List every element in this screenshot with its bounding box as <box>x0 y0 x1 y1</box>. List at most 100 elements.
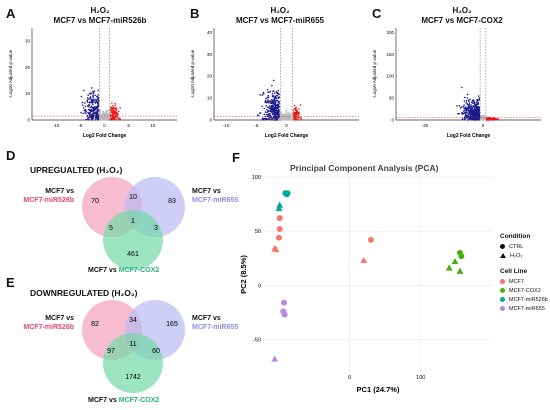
down-point <box>467 114 469 116</box>
down-point <box>87 111 89 114</box>
up-point <box>113 112 116 115</box>
panel-label-e: E <box>6 275 15 290</box>
down-point <box>277 111 279 114</box>
down-point <box>92 109 94 111</box>
y-tick-label: 30 <box>207 52 213 57</box>
triangle-icon <box>500 253 506 258</box>
ns-point <box>484 114 486 117</box>
volcano-a-title: H₂O₂ MCF7 vs MCF7-miR526b <box>20 6 180 26</box>
pca-point-h2o2 <box>360 256 368 264</box>
ns-point <box>280 112 283 114</box>
down-point <box>269 90 272 93</box>
down-point <box>264 111 267 113</box>
pca-legend: Condition CTRL H₂O₂ Cell Line MCF7 MCF7-… <box>500 233 550 313</box>
up-point <box>119 106 121 109</box>
up-point <box>110 110 113 112</box>
ns-point <box>289 119 291 121</box>
down-point <box>278 106 281 108</box>
down-point <box>268 118 270 121</box>
down-point <box>93 115 95 118</box>
venn-up-count-a-only: 70 <box>91 198 99 205</box>
pca-point-ctrl <box>458 253 465 260</box>
down-point <box>476 112 479 114</box>
up-point <box>300 117 303 120</box>
down-point <box>278 96 280 98</box>
down-point <box>259 112 261 114</box>
down-point <box>274 118 276 121</box>
down-point <box>473 110 476 113</box>
volcano-points <box>80 87 121 121</box>
down-point <box>264 118 267 121</box>
down-point <box>90 92 93 94</box>
ns-point <box>281 118 283 120</box>
legend-label-mcf7: MCF7 <box>509 278 524 285</box>
ns-point <box>288 117 291 120</box>
pca-plot-area <box>264 177 492 372</box>
volcano-b-title-line2: MCF7 vs MCF7-miR655 <box>235 16 325 25</box>
down-point <box>269 112 271 115</box>
down-point <box>463 96 466 99</box>
down-point <box>473 102 476 105</box>
down-point <box>96 109 99 111</box>
venn-down-count-ac: 97 <box>107 348 115 355</box>
ns-point <box>105 113 107 115</box>
volcano-a-title-line2: MCF7 vs MCF7-miR526b <box>53 16 147 25</box>
down-point <box>277 92 279 94</box>
volcano-b-title: H₂O₂ MCF7 vs MCF7-miR655 <box>200 6 360 26</box>
ns-point <box>104 117 106 120</box>
down-point <box>267 91 269 94</box>
down-point <box>270 99 273 101</box>
down-point <box>97 99 100 102</box>
ns-point <box>287 115 289 117</box>
up-point <box>112 118 114 120</box>
pca-point-ctrl <box>281 311 288 318</box>
down-point <box>466 97 469 99</box>
down-point <box>94 119 97 121</box>
legend-cellline-title: Cell Line <box>500 268 528 275</box>
down-point <box>473 113 475 116</box>
down-point <box>265 105 267 107</box>
y-tick-label: 200 <box>386 30 394 35</box>
down-point <box>461 117 464 120</box>
down-point <box>269 114 272 117</box>
circle-icon <box>500 279 505 284</box>
ns-point <box>98 118 101 121</box>
venn-up-count-abc: 1 <box>131 218 135 225</box>
pca-point-ctrl <box>275 234 282 241</box>
down-point <box>93 108 96 111</box>
up-point <box>293 104 296 107</box>
down-point <box>90 105 93 108</box>
ns-point <box>290 109 293 111</box>
down-point <box>266 111 269 113</box>
legend-condition-title: Condition <box>500 233 531 240</box>
up-point <box>298 108 300 110</box>
down-point <box>92 90 94 93</box>
down-point <box>97 117 100 119</box>
up-point <box>486 118 489 120</box>
venn-down-count-bc: 60 <box>152 348 160 355</box>
down-point <box>89 109 92 111</box>
down-point <box>457 112 459 115</box>
down-point <box>477 95 480 97</box>
x-tick-label: -10 <box>53 123 60 128</box>
legend-label-mir526b: MCF7-miR526b <box>509 296 548 303</box>
ns-point <box>283 119 286 121</box>
x-tick-label: 0 <box>482 123 485 128</box>
down-point <box>466 119 469 121</box>
down-point <box>89 106 92 109</box>
circle-icon <box>500 288 505 293</box>
down-point <box>268 105 271 107</box>
down-point <box>267 99 269 101</box>
down-point <box>83 89 85 92</box>
down-point <box>270 116 273 119</box>
venn-down-count-b-only: 165 <box>166 321 178 328</box>
down-point <box>272 102 275 105</box>
up-point <box>116 116 118 118</box>
down-point <box>478 108 480 110</box>
venn-up-count-ab: 10 <box>129 194 137 201</box>
ns-point <box>282 114 284 117</box>
down-point <box>470 111 473 113</box>
down-point <box>263 107 266 110</box>
ns-point <box>105 110 108 112</box>
down-point <box>80 95 83 98</box>
